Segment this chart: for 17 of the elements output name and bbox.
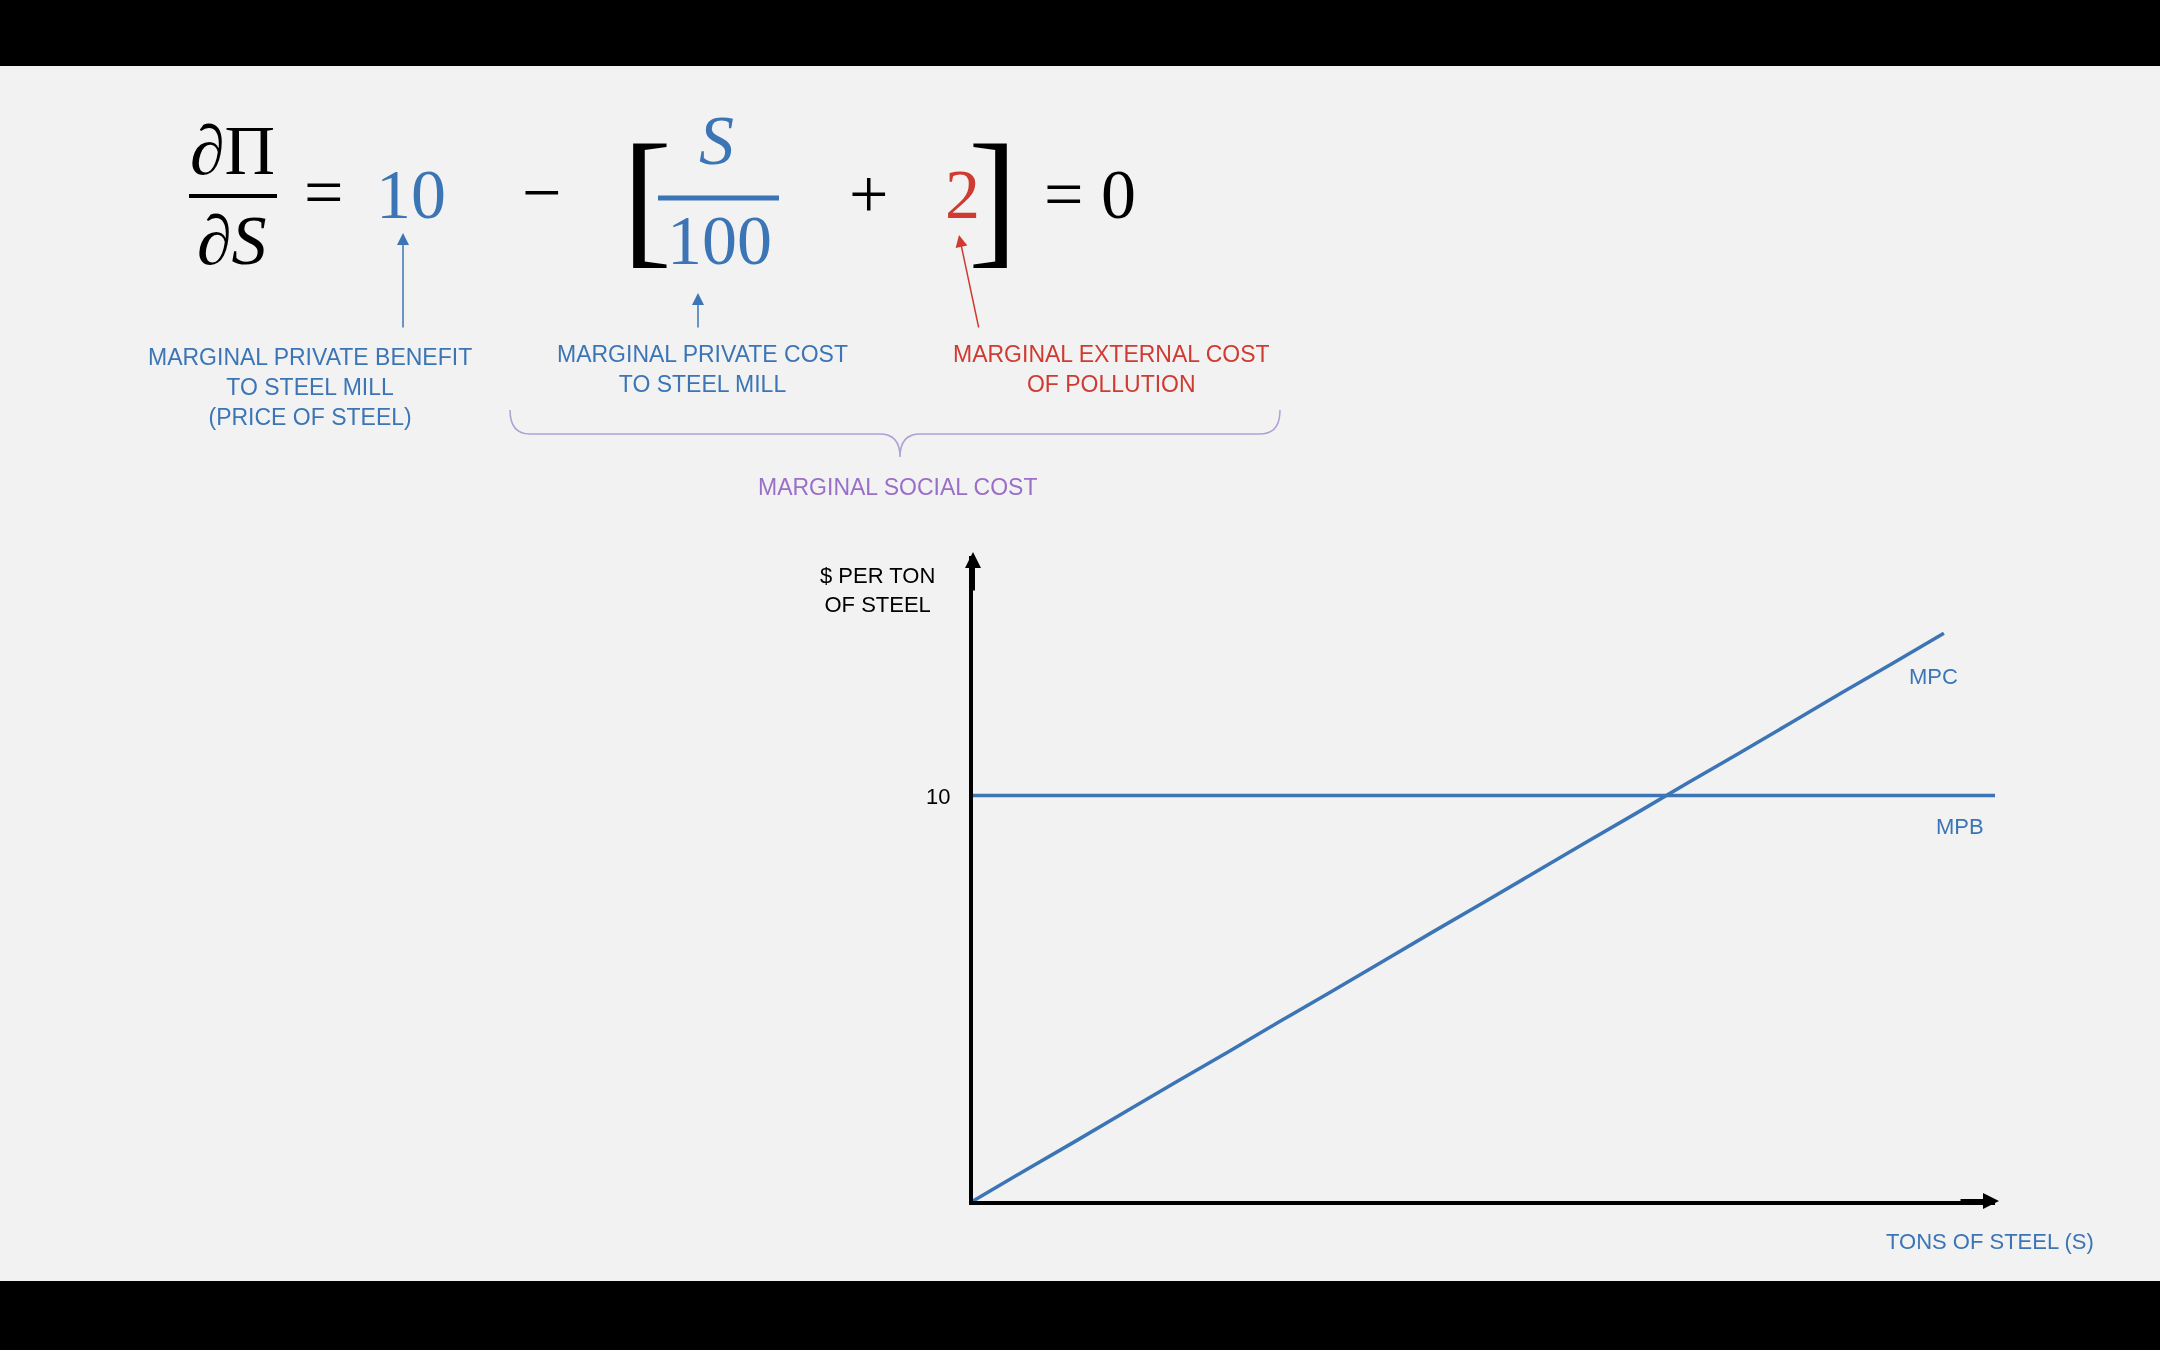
text: MARGINAL PRIVATE BENEFIT TO STEEL MILL (PRICE OF STEEL) [148,344,473,430]
x-axis-title: TONS OF STEEL (S) [1886,1229,2094,1254]
text: = [304,154,344,231]
y-axis-title: $ PER TON OF STEEL [820,563,936,617]
text: + [849,156,889,233]
text: MARGINAL SOCIAL COST [758,474,1038,500]
text: ∂S [197,202,267,279]
text: − [522,154,562,231]
text: ∂Π [190,112,276,189]
text: S [699,102,734,179]
series-label: MPB [1936,814,1984,839]
series-label: MPC [1909,664,1958,689]
text: = 0 [1044,156,1136,233]
text: MARGINAL PRIVATE COST TO STEEL MILL [557,341,848,397]
text: 10 [376,156,446,233]
text: 10 [926,784,951,809]
text: MARGINAL EXTERNAL COST OF POLLUTION [953,341,1270,397]
